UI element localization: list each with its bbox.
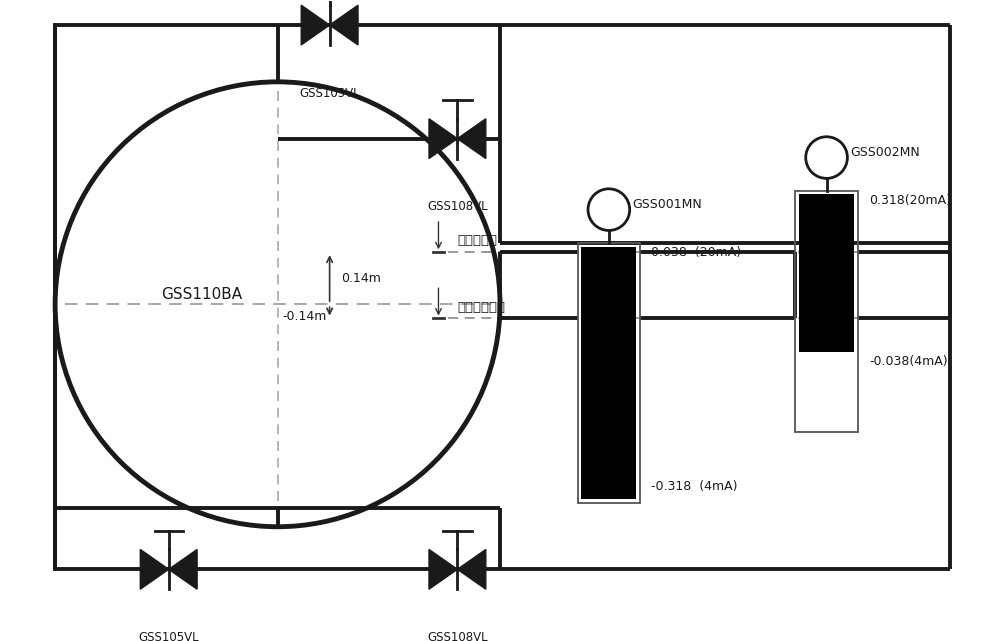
- Text: -0.038(4mA): -0.038(4mA): [869, 355, 948, 369]
- Bar: [799, 194, 854, 353]
- Bar: [795, 191, 858, 432]
- Text: 0.318(20mA): 0.318(20mA): [869, 194, 951, 206]
- Text: GSS108VL: GSS108VL: [427, 631, 488, 641]
- Text: GSS001MN: GSS001MN: [633, 199, 702, 212]
- Polygon shape: [457, 119, 486, 158]
- Text: GSS002MN: GSS002MN: [850, 146, 920, 160]
- Bar: [578, 243, 640, 503]
- Polygon shape: [330, 5, 358, 45]
- Text: 0.14m: 0.14m: [341, 272, 381, 285]
- Polygon shape: [140, 549, 169, 589]
- Text: GSS110BA: GSS110BA: [161, 287, 242, 303]
- Text: GSS108VL: GSS108VL: [427, 200, 488, 213]
- Polygon shape: [301, 5, 330, 45]
- Text: 正常水位定値: 正常水位定値: [457, 301, 505, 313]
- Text: 高水位定値: 高水位定値: [457, 235, 497, 247]
- Polygon shape: [457, 549, 486, 589]
- Text: 0.038  (20mA): 0.038 (20mA): [651, 246, 742, 259]
- Text: GSS105VL: GSS105VL: [299, 87, 360, 99]
- Text: -0.14m: -0.14m: [282, 310, 327, 322]
- Bar: [581, 247, 636, 499]
- Text: -0.318  (4mA): -0.318 (4mA): [651, 479, 738, 492]
- Polygon shape: [429, 549, 457, 589]
- Polygon shape: [429, 119, 457, 158]
- Text: GSS105VL: GSS105VL: [138, 631, 199, 641]
- Polygon shape: [169, 549, 197, 589]
